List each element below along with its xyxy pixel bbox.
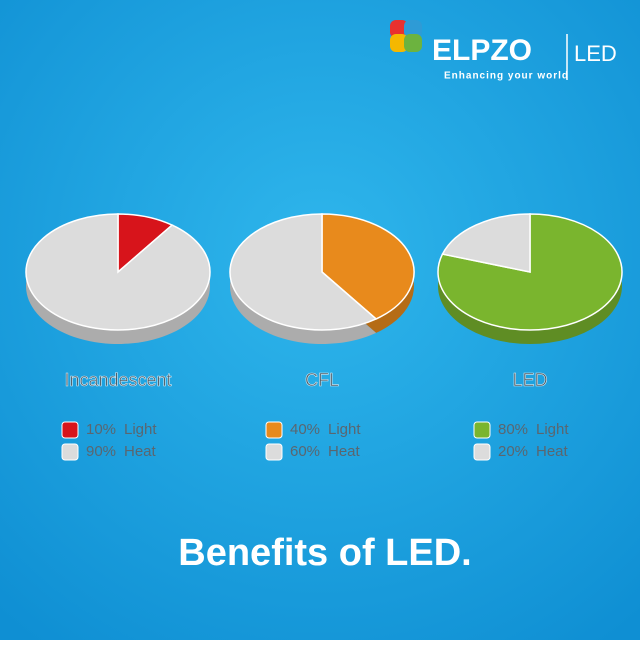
pie-slice xyxy=(321,213,415,320)
logo: ELPZO LED Enhancing your world xyxy=(390,20,617,82)
pie-slice xyxy=(25,213,211,331)
logo-shape xyxy=(390,20,408,38)
logo-shape xyxy=(404,20,422,38)
legend-label: Heat xyxy=(536,443,569,460)
legend-label: Light xyxy=(536,421,569,438)
pie-title: CFL xyxy=(305,370,339,390)
legend-swatch xyxy=(61,421,79,439)
legend-label: Light xyxy=(124,421,157,438)
product: LED xyxy=(574,41,617,66)
legend-value: 90% xyxy=(86,443,116,460)
legend-label: Heat xyxy=(328,443,361,460)
brand: ELPZO xyxy=(432,34,532,67)
pie-slice xyxy=(441,213,531,273)
pie-title: LED xyxy=(512,370,547,390)
legend-swatch xyxy=(265,421,283,439)
legend-swatch xyxy=(61,443,79,461)
legend-label: Heat xyxy=(124,443,157,460)
footer-title: Benefits of LED. xyxy=(178,532,471,574)
legend-label: Light xyxy=(328,421,361,438)
logo-shape xyxy=(390,34,408,52)
tagline: Enhancing your world xyxy=(444,71,569,82)
pie-title: Incandescent xyxy=(64,370,171,390)
legend-value: 10% xyxy=(86,421,116,438)
legend-value: 80% xyxy=(498,421,528,438)
legend-value: 40% xyxy=(290,421,320,438)
legend-value: 60% xyxy=(290,443,320,460)
legend-swatch xyxy=(265,443,283,461)
legend-value: 20% xyxy=(498,443,528,460)
legend-swatch xyxy=(473,443,491,461)
logo-shape xyxy=(404,34,422,52)
pie-slice xyxy=(229,213,378,331)
legend-swatch xyxy=(473,421,491,439)
